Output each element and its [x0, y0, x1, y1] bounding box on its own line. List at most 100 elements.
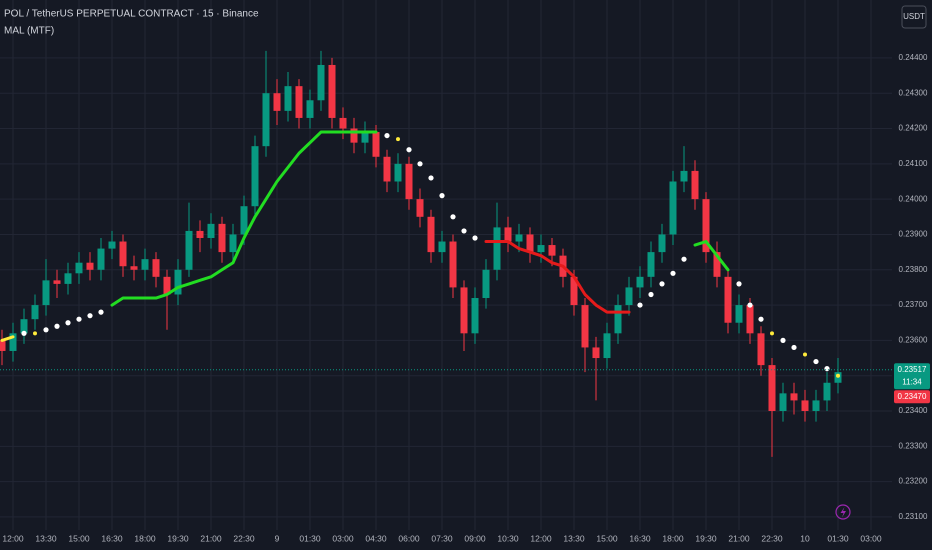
candle-body — [768, 365, 776, 412]
ma-dot — [450, 214, 456, 220]
alert-icon[interactable] — [835, 504, 851, 520]
ma-point — [396, 137, 400, 142]
ma-dot — [648, 291, 654, 298]
candle-body — [53, 280, 61, 284]
candle-body — [229, 234, 237, 253]
candle-body — [383, 156, 391, 182]
x-tick-label: 01:30 — [299, 533, 321, 543]
symbol-title: POL / TetherUS PERPETUAL CONTRACT · 15 ·… — [4, 9, 259, 20]
countdown-timer: 11:34 — [902, 377, 922, 386]
candle-body — [185, 230, 193, 270]
candle-body — [9, 333, 17, 351]
ma-dot — [384, 132, 390, 139]
candle-body — [625, 287, 633, 306]
y-tick-label: 0.23800 — [899, 265, 928, 274]
x-tick-label: 15:00 — [596, 533, 618, 543]
candle-body — [350, 128, 358, 143]
y-tick-label: 0.23200 — [899, 477, 928, 486]
y-tick-label: 0.24200 — [899, 124, 928, 133]
y-tick-label: 0.23400 — [899, 406, 928, 415]
candle-body — [416, 199, 424, 217]
ma-dot — [439, 193, 445, 199]
ma-line — [484, 240, 631, 314]
x-tick-label: 07:30 — [431, 533, 453, 543]
ma-dot — [813, 358, 819, 365]
candle-body — [460, 287, 468, 334]
ma-dot — [670, 270, 676, 276]
candle-body — [702, 199, 710, 253]
candle-body — [504, 227, 512, 242]
y-tick-label: 0.24000 — [899, 194, 928, 203]
ma-dot — [736, 281, 742, 287]
x-tick-label: 19:30 — [167, 533, 189, 543]
candle-body — [108, 241, 116, 249]
candle-body — [537, 245, 545, 253]
candle-body — [295, 86, 303, 118]
candle-body — [306, 100, 314, 118]
ma-point — [770, 331, 774, 336]
y-tick-label: 0.23300 — [899, 441, 928, 450]
x-tick-label: 01:30 — [827, 533, 849, 543]
candle-body — [724, 276, 732, 323]
ma-dot — [417, 161, 423, 167]
x-tick-label: 12:00 — [2, 533, 24, 543]
candle-body — [0, 340, 6, 351]
x-tick-label: 21:00 — [728, 533, 750, 543]
candle-body — [603, 333, 611, 359]
candle-body — [680, 170, 688, 182]
candle-body — [405, 163, 413, 200]
candle-body — [647, 252, 655, 277]
candle-body — [284, 86, 292, 111]
y-tick-label: 0.23700 — [899, 300, 928, 309]
axes: 0.24400 0.24300 0.24200 0.24100 0.24000 0.239… — [2, 53, 930, 543]
candle-body — [713, 252, 721, 277]
candle-body — [130, 266, 138, 270]
candle-body — [317, 64, 325, 101]
candle-body — [493, 227, 501, 270]
ma-point — [803, 352, 807, 357]
indicator-name: MAL (MTF) — [4, 26, 54, 37]
candle-body — [97, 248, 105, 270]
candle-body — [119, 241, 127, 267]
candle-body — [515, 234, 523, 242]
candle-body — [20, 319, 28, 334]
price-tag-label: 0.23517 — [898, 365, 927, 374]
x-tick-label: 03:00 — [332, 533, 354, 543]
ma-dot — [43, 327, 49, 333]
x-tick-label: 10 — [800, 533, 810, 543]
ma-dot — [406, 147, 412, 153]
ma-line — [0, 335, 15, 342]
ma-dot — [54, 323, 60, 329]
candle-body — [790, 393, 798, 401]
x-tick-label: 21:00 — [200, 533, 222, 543]
candle-body — [669, 181, 677, 235]
x-tick-label: 12:00 — [530, 533, 552, 543]
ma-dot — [747, 302, 753, 308]
candle-body — [361, 132, 369, 143]
candle-body — [196, 230, 204, 238]
y-tick-label: 0.24400 — [899, 53, 928, 62]
currency-button-label[interactable]: USDT — [903, 12, 925, 21]
ma-dot — [98, 309, 104, 315]
ma-dot — [428, 175, 434, 181]
price-tag-label: 0.23470 — [898, 392, 927, 401]
currency-button[interactable] — [901, 5, 927, 29]
ma-dot — [65, 320, 71, 326]
candle-body — [801, 400, 809, 412]
x-tick-label: 09:00 — [464, 533, 486, 543]
ma-dot — [87, 313, 93, 319]
candle-body — [328, 64, 336, 118]
ma-dot — [681, 256, 687, 262]
candle-body — [779, 393, 787, 412]
candle-body — [218, 223, 226, 253]
candle-body — [240, 206, 248, 235]
candle-body — [823, 382, 831, 401]
candle-body — [614, 305, 622, 334]
ma-dot — [461, 228, 467, 234]
x-tick-label: 04:30 — [365, 533, 387, 543]
ma-dot — [780, 337, 786, 343]
candle-body — [570, 276, 578, 306]
candle-body — [526, 234, 534, 253]
